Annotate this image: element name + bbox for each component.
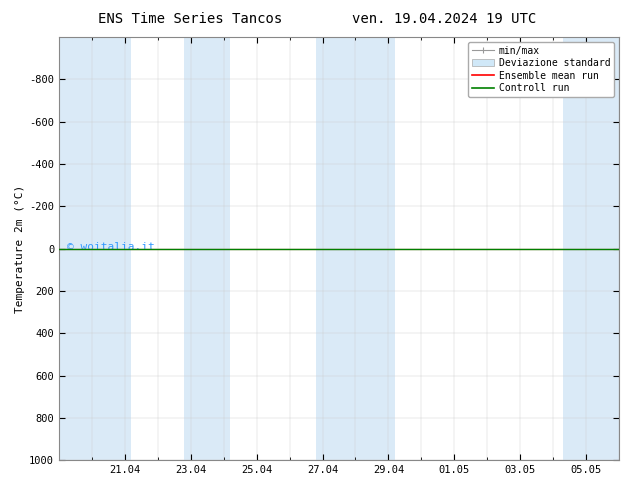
Text: ven. 19.04.2024 19 UTC: ven. 19.04.2024 19 UTC xyxy=(352,12,536,26)
Bar xyxy=(316,37,395,460)
Y-axis label: Temperature 2m (°C): Temperature 2m (°C) xyxy=(15,184,25,313)
Text: ENS Time Series Tancos: ENS Time Series Tancos xyxy=(98,12,282,26)
Text: © woitalia.it: © woitalia.it xyxy=(67,243,155,252)
Legend: min/max, Deviazione standard, Ensemble mean run, Controll run: min/max, Deviazione standard, Ensemble m… xyxy=(469,42,614,97)
Bar xyxy=(59,37,131,460)
Bar xyxy=(563,37,619,460)
Bar xyxy=(184,37,230,460)
